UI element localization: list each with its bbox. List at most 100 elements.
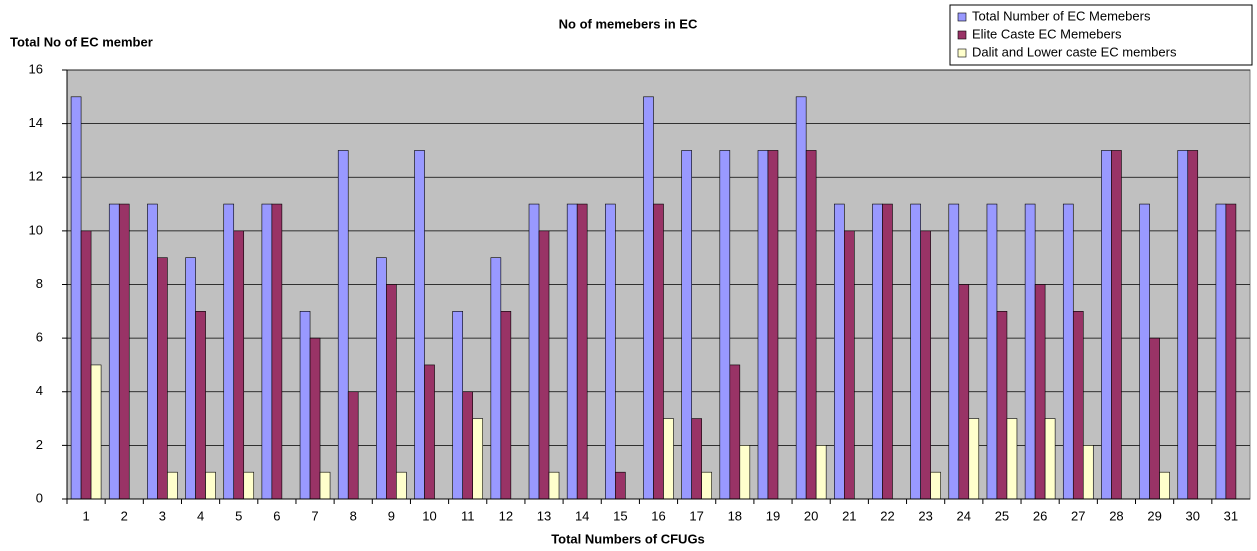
legend-swatch: [957, 30, 967, 40]
y-tick-label: 8: [36, 276, 43, 291]
bar: [118, 203, 130, 500]
bar: [882, 203, 893, 500]
y-tick-label: 14: [29, 115, 43, 130]
bar: [462, 391, 473, 500]
bar: [205, 471, 216, 500]
x-tick-label: 15: [613, 508, 627, 523]
bar: [986, 203, 998, 500]
legend-label: Total Number of EC Memebers: [972, 8, 1151, 23]
bar: [528, 203, 540, 500]
bar: [739, 445, 751, 500]
bar: [1024, 203, 1036, 500]
bar: [691, 418, 702, 500]
y-tick-label: 4: [36, 383, 43, 398]
x-tick-label: 3: [159, 508, 166, 523]
x-tick-label: 19: [766, 508, 780, 523]
x-tick-label: 9: [388, 508, 395, 523]
x-tick-label: 24: [957, 508, 971, 523]
x-tick-label: 2: [121, 508, 128, 523]
legend-label: Elite Caste EC Memebers: [972, 26, 1122, 41]
bar: [319, 471, 331, 500]
bar: [472, 418, 483, 500]
x-tick-label: 5: [235, 508, 242, 523]
bar: [834, 203, 845, 500]
bar: [337, 150, 349, 500]
bar: [968, 418, 980, 500]
bar: [500, 311, 512, 500]
bar: [386, 284, 397, 500]
x-tick-label: 16: [651, 508, 665, 523]
bar: [347, 391, 359, 500]
bar: [1225, 203, 1237, 500]
bar: [185, 257, 196, 500]
x-tick-label: 27: [1071, 508, 1085, 523]
x-tick-label: 4: [197, 508, 204, 523]
bar: [910, 203, 921, 500]
x-tick-label: 25: [995, 508, 1009, 523]
x-tick-label: 6: [273, 508, 280, 523]
bar: [1149, 337, 1160, 500]
bar: [1187, 150, 1199, 500]
bar: [958, 284, 970, 500]
bar: [948, 203, 960, 500]
x-tick-label: 20: [804, 508, 818, 523]
bar: [566, 203, 578, 500]
x-tick-label: 10: [422, 508, 436, 523]
bar: [996, 311, 1008, 500]
bar: [80, 230, 92, 500]
bar: [653, 203, 664, 500]
bar: [643, 96, 654, 500]
x-tick-label: 17: [689, 508, 703, 523]
x-tick-label: 13: [537, 508, 551, 523]
bar: [1177, 150, 1189, 500]
x-tick-label: 29: [1147, 508, 1161, 523]
bar: [815, 445, 827, 500]
y-tick-label: 2: [36, 437, 43, 452]
bar: [70, 96, 82, 500]
bar: [538, 230, 550, 500]
x-tick-label: 23: [918, 508, 932, 523]
bar: [1159, 471, 1170, 500]
bar: [261, 203, 273, 500]
bar: [548, 471, 560, 500]
bar: [795, 96, 807, 500]
x-tick-label: 12: [499, 508, 513, 523]
bar: [719, 150, 731, 500]
bar: [233, 230, 245, 500]
legend-swatch: [957, 12, 967, 22]
x-tick-label: 31: [1224, 508, 1238, 523]
y-tick-label: 6: [36, 330, 43, 345]
bar: [767, 150, 779, 500]
bar: [108, 203, 120, 500]
bar: [147, 203, 158, 500]
bar: [243, 471, 255, 500]
bar: [844, 230, 855, 500]
bar: [309, 337, 321, 500]
legend-box: [949, 4, 1253, 66]
bar: [1034, 284, 1046, 500]
bar: [490, 257, 502, 500]
bar: [157, 257, 168, 500]
bar: [729, 364, 741, 500]
bar: [167, 471, 178, 500]
x-tick-label: 21: [842, 508, 856, 523]
y-tick-label: 12: [29, 169, 43, 184]
bar: [271, 203, 283, 500]
y-tick-label: 0: [36, 490, 43, 505]
bar: [663, 418, 674, 500]
bar: [414, 150, 425, 500]
x-tick-label: 8: [350, 508, 357, 523]
bar: [872, 203, 883, 500]
bar: [1139, 203, 1150, 500]
x-tick-label: 30: [1186, 508, 1200, 523]
bar: [681, 150, 692, 500]
y-tick-label: 10: [29, 222, 43, 237]
bar: [376, 257, 387, 500]
bar: [396, 471, 407, 500]
bar: [757, 150, 769, 500]
bar: [299, 311, 311, 500]
x-tick-label: 11: [461, 508, 475, 523]
bar: [90, 364, 102, 500]
legend-swatch: [957, 48, 967, 58]
bar: [1111, 150, 1122, 500]
